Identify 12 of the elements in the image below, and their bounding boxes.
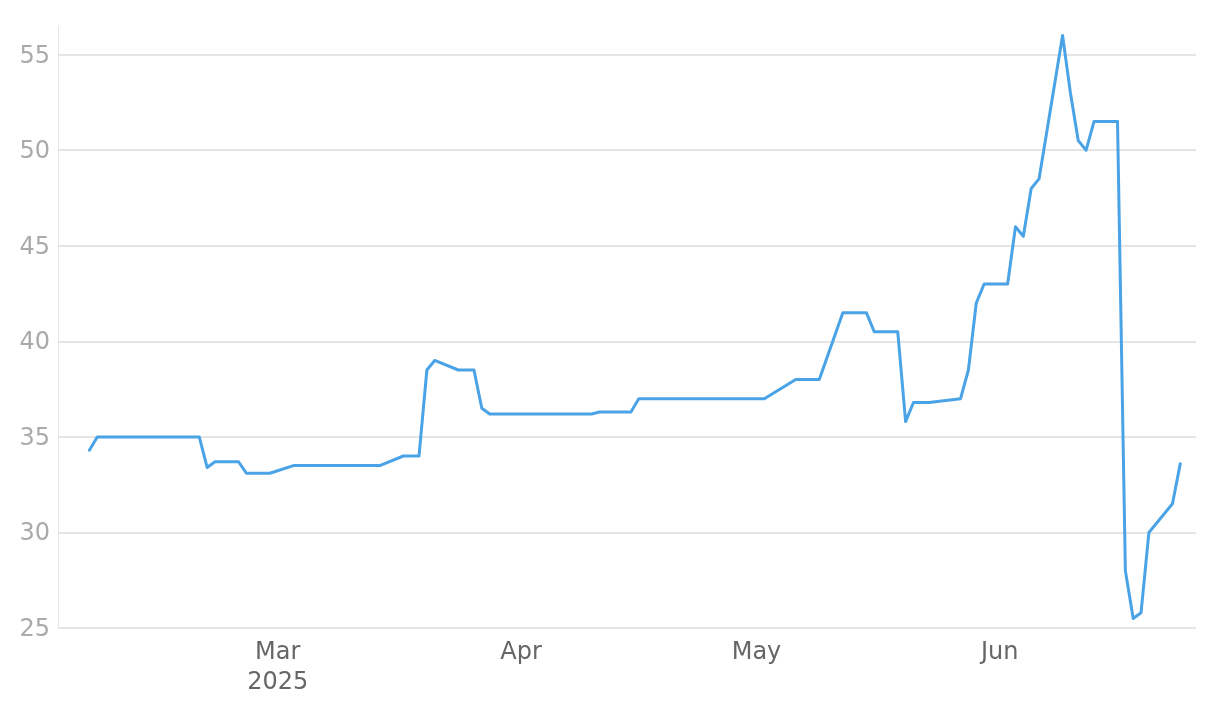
y-tick-label: 35 [19, 422, 50, 451]
y-tick-label: 25 [19, 614, 50, 642]
x-tick-label: Mar 2025 [247, 637, 309, 695]
x-tick-label: Apr [500, 637, 542, 665]
y-tick-label: 55 [19, 40, 50, 69]
line-series [87, 34, 1182, 620]
x-tick-label: Jun [979, 637, 1019, 665]
x-tick-label: May [731, 637, 782, 665]
y-tick-label: 50 [19, 136, 50, 165]
y-tick-label: 40 [19, 327, 50, 356]
y-tick-label: 45 [19, 231, 50, 260]
y-tick-label: 30 [19, 518, 50, 547]
